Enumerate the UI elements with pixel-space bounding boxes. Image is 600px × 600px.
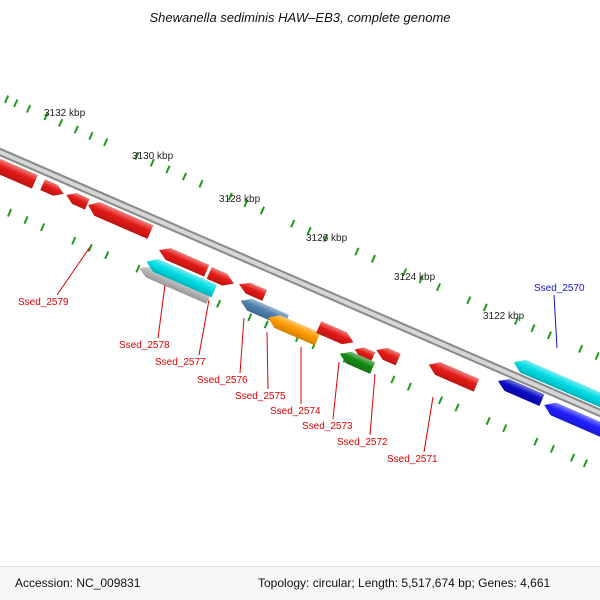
gene-arrow-red[interactable] [374,344,401,365]
ruler-label: 3130 kbp [132,151,174,162]
feature-tick [216,299,222,308]
feature-tick [533,437,539,446]
feature-tick [23,215,29,225]
status-bar: Accession: NC_009831 Topology: circular;… [0,566,600,600]
feature-tick [406,382,412,391]
ruler-label: 3132 kbp [44,108,86,119]
ruler-label: 3128 kbp [219,194,261,205]
leader-line [332,361,340,420]
feature-tick [436,282,442,292]
feature-tick [104,251,110,260]
leader-line [266,331,269,390]
gene-arrow-red[interactable] [316,321,356,348]
gene-label[interactable]: Ssed_2573 [302,421,353,432]
status-accession: Accession: NC_009831 [15,576,141,590]
leader-line [553,294,558,349]
feature-tick [165,165,171,174]
feature-tick [502,424,508,433]
leader-line [56,246,91,296]
feature-tick [454,403,460,412]
feature-tick [73,125,79,134]
ruler-label: 3124 kbp [394,272,436,283]
feature-tick [354,247,360,256]
feature-tick [26,104,32,113]
feature-tick [370,254,376,263]
feature-tick [549,444,555,453]
feature-tick [247,313,253,322]
feature-tick [530,324,536,333]
gene-arrow-red[interactable] [426,358,479,392]
gene-label[interactable]: Ssed_2579 [18,297,69,308]
feature-tick [582,459,588,468]
gene-label[interactable]: Ssed_2578 [119,340,170,351]
feature-tick [71,236,77,245]
feature-tick [87,243,93,253]
feature-tick [259,206,265,215]
gene-label[interactable]: Ssed_2574 [270,406,321,417]
status-summary: Topology: circular; Length: 5,517,674 bp… [258,576,551,590]
gene-label[interactable]: Ssed_2571 [387,454,438,465]
gene-arrow-red[interactable] [237,279,267,301]
gene-label[interactable]: Ssed_2570 [534,283,585,294]
gene-label[interactable]: Ssed_2577 [155,357,206,368]
feature-tick [485,416,491,426]
feature-tick [570,453,576,462]
feature-tick [13,99,19,108]
leader-line [198,299,210,356]
feature-tick [58,118,64,127]
leader-line [369,373,376,436]
feature-tick [263,320,269,329]
feature-tick [546,331,552,340]
gene-label[interactable]: Ssed_2576 [197,375,248,386]
leader-line [239,317,245,374]
feature-tick [103,138,109,147]
ruler-label: 3122 kbp [483,311,525,322]
gene-label[interactable]: Ssed_2572 [337,437,388,448]
feature-tick [4,95,10,104]
feature-tick [578,344,584,353]
feature-tick [7,208,13,217]
leader-line [423,396,434,453]
feature-tick [390,375,396,384]
feature-tick [198,179,204,188]
feature-tick [438,396,444,405]
feature-tick [594,351,600,361]
feature-tick [466,296,472,305]
feature-tick [290,219,296,228]
feature-tick [88,131,94,141]
feature-tick [181,172,188,181]
gene-label[interactable]: Ssed_2575 [235,391,286,402]
feature-tick [40,223,46,232]
ruler-label: 3126 kbp [306,233,348,244]
page-title: Shewanella sediminis HAW–EB3, complete g… [149,10,451,25]
leader-line [157,284,166,339]
